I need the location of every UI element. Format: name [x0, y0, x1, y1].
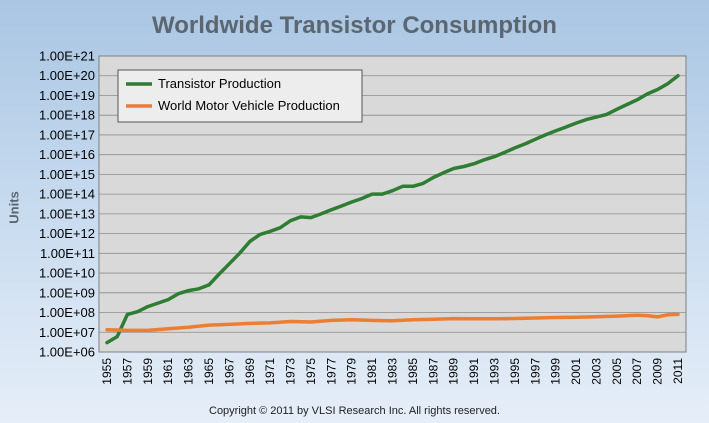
x-tick-label: 2009: [651, 358, 665, 385]
y-tick-label: 1.00E+08: [39, 305, 95, 320]
x-tick-label: 1961: [161, 358, 175, 385]
x-tick-label: 1959: [141, 358, 155, 385]
y-tick-label: 1.00E+18: [39, 108, 95, 123]
y-tick-label: 1.00E+19: [39, 88, 95, 103]
x-tick-label: 1973: [284, 358, 298, 385]
x-tick-label: 1971: [263, 358, 277, 385]
x-tick-label: 1989: [447, 358, 461, 385]
y-tick-label: 1.00E+20: [39, 68, 95, 83]
x-tick-label: 1979: [345, 358, 359, 385]
y-tick-label: 1.00E+21: [39, 49, 95, 64]
legend-label-transistor-production: Transistor Production: [158, 76, 281, 91]
x-tick-label: 2011: [671, 358, 685, 384]
x-tick-label: 1981: [365, 358, 379, 385]
x-tick-label: 1991: [467, 358, 481, 385]
x-tick-label: 1985: [406, 358, 420, 385]
x-tick-label: 1955: [100, 358, 114, 385]
grid-lines: [99, 75, 686, 333]
x-tick-label: 1995: [508, 358, 522, 385]
x-tick-label: 1963: [182, 358, 196, 385]
x-tick-label: 1987: [426, 358, 440, 385]
x-tick-label: 1975: [304, 358, 318, 385]
y-tick-label: 1.00E+06: [39, 345, 95, 360]
y-tick-label: 1.00E+09: [39, 285, 95, 300]
x-tick-label: 1967: [222, 358, 236, 385]
y-tick-label: 1.00E+14: [39, 187, 95, 202]
y-tick-labels: 1.00E+06 1.00E+07 1.00E+08 1.00E+09 1.00E+10…: [39, 49, 95, 360]
x-tick-label: 2003: [589, 358, 603, 385]
x-tick-label: 2007: [630, 358, 644, 385]
y-tick-label: 1.00E+15: [39, 167, 95, 182]
copyright-notice: Copyright © 2011 by VLSI Research Inc. A…: [209, 405, 500, 417]
x-tick-label: 1977: [324, 358, 338, 385]
x-tick-labels: 1955 1957 1959 1961 1963 1965 1967 1969 1971 1973…: [100, 358, 685, 385]
legend-box: [117, 69, 363, 123]
x-tick-label: 2001: [569, 358, 583, 385]
series-line-transistor-production: [105, 73, 680, 345]
y-tick-label: 1.00E+16: [39, 147, 95, 162]
x-tick-label: 1993: [487, 358, 501, 385]
series-line-world-motor-vehicle-production: [105, 312, 680, 333]
legend: Transistor Production World Motor Vehicl…: [117, 69, 363, 123]
chart-title: Worldwide Transistor Consumption: [152, 12, 557, 39]
y-tick-label: 1.00E+12: [39, 226, 95, 241]
x-tick-label: 1983: [386, 358, 400, 385]
x-tick-label: 1965: [202, 358, 216, 385]
series-lines: [105, 73, 680, 345]
x-tick-label: 1997: [528, 358, 542, 385]
y-tick-label: 1.00E+11: [40, 246, 95, 261]
x-tick-label: 2005: [610, 358, 624, 385]
x-tick-label: 1957: [120, 358, 134, 385]
y-tick-label: 1.00E+13: [39, 206, 95, 221]
y-tick-label: 1.00E+17: [39, 127, 95, 142]
legend-label-world-motor-vehicle-production: World Motor Vehicle Production: [158, 98, 340, 113]
x-tick-label: 1969: [243, 358, 257, 385]
y-tick-label: 1.00E+07: [39, 325, 95, 340]
x-tick-label: 1999: [549, 358, 563, 385]
y-tick-label: 1.00E+10: [39, 266, 95, 281]
